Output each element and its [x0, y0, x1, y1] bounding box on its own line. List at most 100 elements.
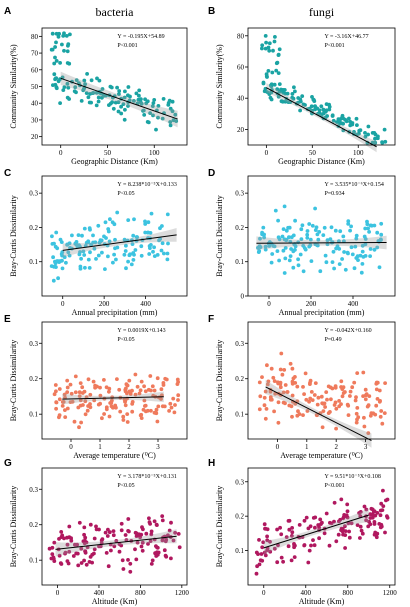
data-point — [72, 419, 77, 424]
x-tick-label: 400 — [301, 589, 312, 597]
data-point — [277, 47, 282, 52]
data-point — [87, 226, 92, 231]
data-point — [265, 538, 270, 543]
data-point — [148, 522, 153, 526]
y-tick-label: 0.1 — [29, 258, 38, 266]
data-point — [352, 380, 357, 385]
x-tick-label: 0 — [59, 149, 63, 157]
data-point — [143, 97, 148, 102]
data-point — [328, 410, 332, 414]
data-point — [307, 548, 312, 553]
data-point — [139, 253, 144, 258]
data-point — [160, 514, 165, 518]
data-point — [103, 530, 108, 535]
data-point — [80, 385, 85, 390]
data-point — [345, 502, 350, 507]
data-point — [83, 412, 88, 417]
data-point — [358, 536, 362, 540]
data-point — [165, 212, 170, 217]
data-point — [77, 394, 82, 398]
data-point — [302, 543, 307, 547]
data-point — [145, 408, 150, 413]
x-tick-label: 1 — [98, 443, 102, 451]
data-point — [167, 409, 172, 413]
y-axis-title: Bray-Curtis Dissimilarity — [9, 195, 18, 277]
data-point — [333, 228, 338, 233]
data-point — [117, 387, 122, 392]
data-point — [288, 254, 293, 258]
data-point — [53, 264, 58, 269]
data-point — [150, 384, 155, 389]
data-point — [281, 248, 286, 253]
data-point — [377, 388, 382, 393]
data-point — [171, 538, 176, 543]
data-point — [378, 414, 383, 419]
data-point — [349, 224, 353, 229]
data-point — [169, 405, 174, 410]
data-point — [106, 254, 110, 259]
data-point — [321, 107, 326, 112]
x-tick-label: 100 — [353, 149, 364, 157]
regression-equation: Y = 0.0019X+0.143 — [117, 328, 165, 334]
data-point — [142, 398, 147, 403]
data-point — [354, 116, 359, 121]
data-point — [67, 524, 72, 529]
data-point — [255, 564, 259, 569]
data-point — [374, 403, 379, 408]
y-tick-label: 0.1 — [29, 411, 38, 419]
data-point — [67, 549, 72, 554]
y-tick-label: 50 — [31, 83, 39, 91]
data-point — [111, 106, 116, 111]
data-point — [319, 394, 324, 399]
data-point — [261, 81, 266, 86]
data-point — [87, 560, 92, 564]
data-point — [116, 109, 121, 114]
data-point — [370, 507, 375, 512]
data-point — [109, 400, 114, 405]
panel-title: bacteria — [96, 5, 135, 19]
data-point — [57, 415, 61, 420]
data-point — [159, 248, 164, 253]
data-point — [144, 531, 149, 536]
data-point — [135, 384, 140, 389]
data-point — [137, 391, 142, 396]
data-point — [149, 388, 153, 393]
data-point — [124, 382, 129, 387]
data-point — [263, 46, 268, 51]
data-point — [357, 511, 361, 515]
data-point — [149, 562, 154, 566]
data-point — [98, 393, 103, 398]
data-point — [130, 388, 134, 393]
panel-letter: G — [4, 458, 12, 469]
data-point — [297, 523, 302, 527]
data-point — [263, 244, 268, 249]
data-point — [358, 524, 363, 529]
data-point — [53, 383, 58, 387]
regression-line — [265, 386, 372, 442]
data-point — [80, 233, 84, 238]
data-point — [83, 265, 87, 270]
data-point — [272, 409, 276, 414]
data-point — [343, 117, 348, 122]
x-tick-label: 1 — [305, 443, 309, 451]
data-point — [348, 228, 352, 233]
data-point — [65, 542, 70, 547]
data-point — [137, 93, 141, 98]
data-point — [337, 399, 341, 403]
data-point — [381, 504, 386, 508]
panel-letter: B — [208, 6, 215, 17]
y-axis-title: Community Similarity(%) — [9, 44, 18, 129]
data-point — [254, 571, 259, 576]
data-point — [65, 385, 70, 390]
data-point — [315, 402, 320, 407]
data-point — [128, 569, 133, 574]
data-point — [152, 98, 157, 102]
data-point — [148, 231, 153, 235]
data-point — [57, 537, 61, 541]
data-point — [340, 115, 344, 120]
data-point — [62, 392, 67, 397]
data-point — [280, 372, 285, 377]
data-point — [338, 229, 343, 234]
data-point — [276, 71, 281, 75]
data-point — [375, 230, 380, 235]
